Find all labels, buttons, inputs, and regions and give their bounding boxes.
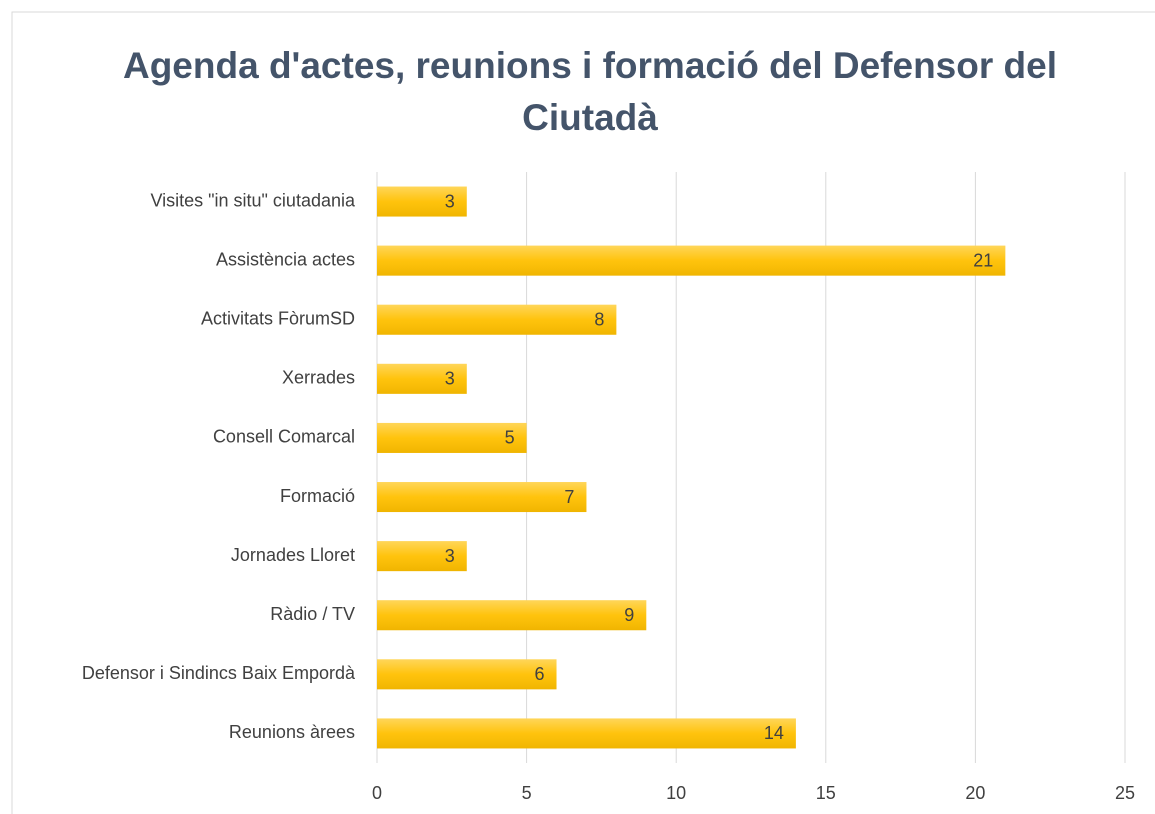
y-tick-label: Xerrades <box>282 368 355 388</box>
y-tick-label: Defensor i Sindincs Baix Empordà <box>82 663 356 683</box>
y-tick-label: Ràdio / TV <box>270 604 355 624</box>
bar-shine <box>377 659 557 690</box>
value-label: 5 <box>505 428 515 448</box>
bar-shine <box>377 541 467 572</box>
value-label: 3 <box>445 191 455 211</box>
bar-shine <box>377 363 467 394</box>
y-tick-label: Assistència actes <box>216 249 355 269</box>
value-label: 7 <box>564 487 574 507</box>
chart-border <box>11 11 1155 814</box>
value-label: 3 <box>445 369 455 389</box>
y-tick-label: Activitats FòrumSD <box>201 309 355 329</box>
y-tick-label: Reunions àrees <box>229 722 355 742</box>
value-label: 8 <box>594 310 604 330</box>
value-label: 9 <box>624 605 634 625</box>
value-label: 3 <box>445 546 455 566</box>
y-tick-label: Consell Comarcal <box>213 427 355 447</box>
bar-shine <box>377 600 647 631</box>
x-tick-label: 20 <box>965 783 985 803</box>
y-tick-label: Formació <box>280 486 355 506</box>
bar-shine <box>377 186 467 217</box>
x-tick-label: 15 <box>816 783 836 803</box>
value-label: 14 <box>764 723 784 743</box>
value-label: 21 <box>973 250 993 270</box>
x-tick-label: 25 <box>1115 783 1135 803</box>
bar-shine <box>377 482 587 513</box>
bar-shine <box>377 718 796 749</box>
bar-shine <box>377 304 617 335</box>
x-tick-label: 10 <box>666 783 686 803</box>
y-tick-label: Jornades Lloret <box>231 545 355 565</box>
bar-shine <box>377 422 527 453</box>
y-tick-label: Visites "in situ" ciutadania <box>150 190 356 210</box>
x-tick-label: 5 <box>522 783 532 803</box>
value-label: 6 <box>535 664 545 684</box>
chart-title: Agenda d'actes, reunions i formació del … <box>122 45 1057 138</box>
x-tick-label: 0 <box>372 783 382 803</box>
bar-shine <box>377 245 1006 276</box>
